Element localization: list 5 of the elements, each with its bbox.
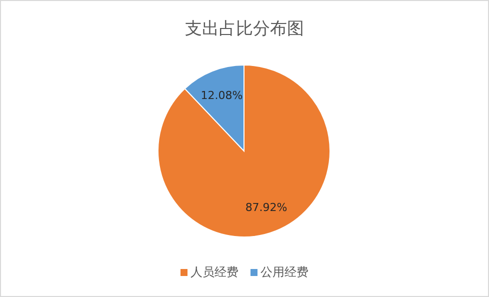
- data-label: 87.92%: [245, 200, 288, 214]
- data-label: 12.08%: [200, 89, 243, 102]
- legend-label: 公用经费: [260, 265, 308, 279]
- legend-label: 人员经费: [190, 265, 238, 279]
- chart-title: 支出占比分布图: [185, 19, 304, 39]
